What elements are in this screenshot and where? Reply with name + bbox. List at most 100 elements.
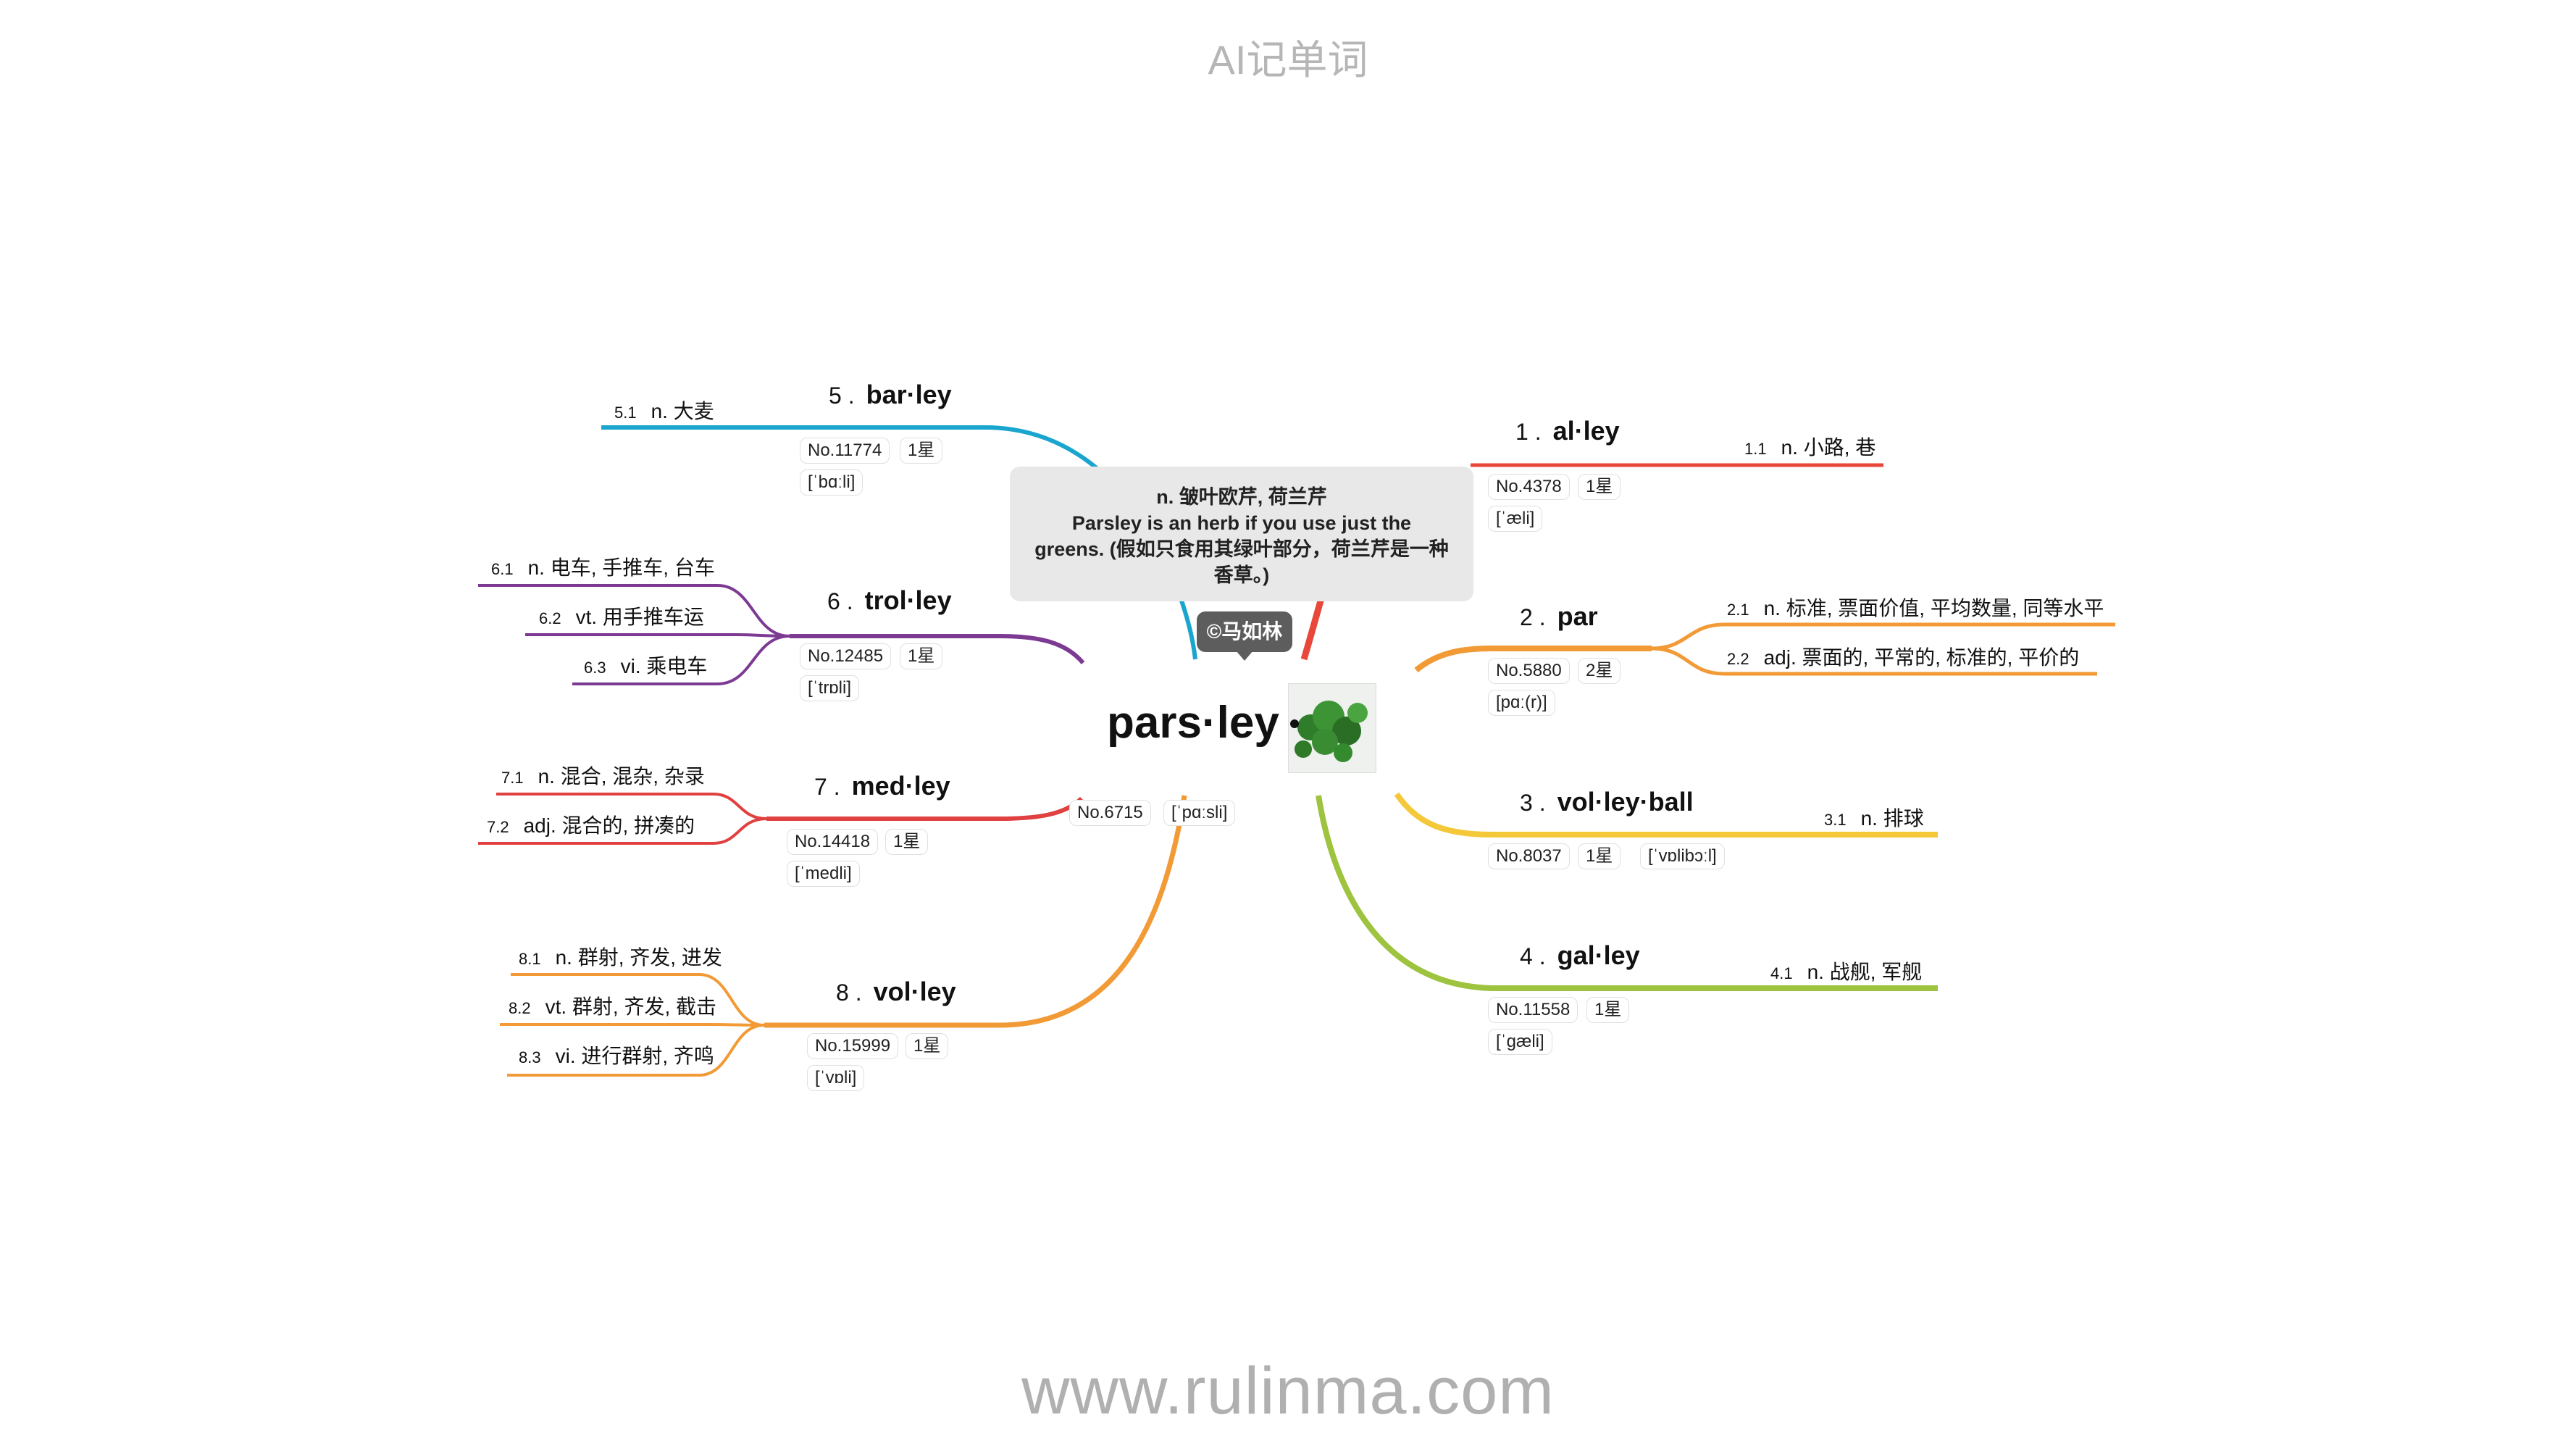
- def-6-1-number: 6.1: [491, 560, 514, 578]
- def-curve-8-1: [511, 973, 765, 1027]
- connector-6: [790, 634, 1085, 664]
- def-1-1-number: 1.1: [1744, 440, 1767, 458]
- connector-3: [1394, 792, 1938, 838]
- branch-3-word: vol·ley·ball: [1557, 787, 1694, 817]
- branch-5-phonetic-tag: [ˈbɑːli]: [800, 469, 863, 496]
- def-6-2-text: vt. 用手推车运: [575, 606, 704, 628]
- def-curve-7-2: [478, 817, 767, 845]
- def-6-2-number: 6.2: [539, 609, 561, 627]
- connector-2: [1414, 646, 1652, 673]
- definition-tooltip: n. 皱叶欧芹, 荷兰芹 Parsley is an herb if you u…: [1010, 467, 1473, 601]
- branch-1-phonetic-tag: [ˈæli]: [1488, 506, 1543, 532]
- branch-2-def-1[interactable]: 2.1 n. 标准, 票面价值, 平均数量, 同等水平: [1727, 593, 2104, 622]
- branch-3-def-1[interactable]: 3.1 n. 排球: [1824, 803, 1924, 832]
- branch-8-phonetic-tag: [ˈvɒli]: [807, 1065, 865, 1091]
- branch-5-def-1[interactable]: 5.1 n. 大麦: [614, 396, 714, 425]
- footer-url[interactable]: www.rulinma.com: [1021, 1354, 1555, 1428]
- branch-8-stars-tag: 1星: [906, 1033, 949, 1059]
- branch-4-no-tag: No.11558: [1488, 997, 1578, 1023]
- branch-4-def-1[interactable]: 4.1 n. 战舰, 军舰: [1770, 956, 1922, 985]
- branch-2-title[interactable]: 2 . par: [1520, 601, 1598, 632]
- branch-1-word: al·ley: [1552, 416, 1620, 446]
- def-7-1-number: 7.1: [501, 769, 524, 787]
- def-7-1-text: n. 混合, 混杂, 杂录: [538, 765, 705, 788]
- branch-7-stars-tag: 1星: [885, 829, 929, 855]
- tooltip-line-3: greens. (假如只食用其绿叶部分，荷兰芹是一种: [1034, 538, 1449, 560]
- def-2-1-number: 2.1: [1727, 601, 1749, 619]
- branch-8-word: vol·ley: [873, 977, 956, 1006]
- def-2-2-number: 2.2: [1727, 650, 1749, 668]
- parsley-image-art: [1289, 684, 1376, 772]
- parsley-image: [1288, 683, 1376, 773]
- tooltip-line-2: Parsley is an herb if you use just the: [1071, 512, 1412, 534]
- def-curve-8-2: [500, 1023, 765, 1027]
- author-badge: ©马如林: [1197, 611, 1292, 652]
- branch-6-def-3[interactable]: 6.3 vi. 乘电车: [584, 651, 707, 680]
- branch-5-title[interactable]: 5 . bar·ley: [829, 380, 952, 410]
- def-8-2-number: 8.2: [509, 999, 531, 1017]
- branch-8-def-1[interactable]: 8.1 n. 群射, 齐发, 进发: [519, 942, 722, 971]
- branch-3-phonetic-tag: [ˈvɒlibɔːl]: [1640, 843, 1725, 869]
- branch-6-stars-tag: 1星: [900, 643, 943, 669]
- branch-6-number: 6 .: [827, 588, 853, 614]
- branch-3-title[interactable]: 3 . vol·ley·ball: [1520, 787, 1694, 817]
- author-badge-pointer: [1236, 651, 1253, 661]
- branch-1-stars-tag: 1星: [1578, 474, 1621, 500]
- def-curve-8-3: [507, 1024, 765, 1077]
- branch-3-no-tag: No.8037: [1488, 843, 1570, 869]
- branch-3-stars-tag: 1星: [1578, 843, 1621, 869]
- def-curve-2-1: [1651, 622, 2115, 651]
- branch-5-no-tag: No.11774: [800, 438, 890, 464]
- def-1-1-text: n. 小路, 巷: [1781, 436, 1876, 459]
- branch-2-number: 2 .: [1520, 604, 1546, 630]
- branch-2-word: par: [1557, 601, 1598, 631]
- connector-8: [764, 795, 1187, 1028]
- branch-7-word: med·ley: [851, 771, 950, 801]
- connector-4: [1316, 795, 1938, 991]
- branch-1-title[interactable]: 1 . al·ley: [1515, 416, 1620, 446]
- central-word[interactable]: pars·ley: [1107, 698, 1279, 748]
- branch-2-no-tag: No.5880: [1488, 658, 1570, 684]
- def-curve-6-1: [478, 584, 790, 638]
- branch-6-phonetic-tag: [ˈtrɒli]: [800, 675, 859, 701]
- branch-5-number: 5 .: [829, 383, 855, 409]
- def-8-1-number: 8.1: [519, 950, 541, 968]
- def-3-1-text: n. 排球: [1860, 807, 1924, 830]
- central-number-tag: No.6715: [1069, 800, 1151, 826]
- branch-1-def-1[interactable]: 1.1 n. 小路, 巷: [1744, 432, 1875, 461]
- branch-7-def-1[interactable]: 7.1 n. 混合, 混杂, 杂录: [501, 761, 705, 790]
- branch-7-def-2[interactable]: 7.2 adj. 混合的, 拼凑的: [487, 810, 695, 839]
- branch-4-title[interactable]: 4 . gal·ley: [1520, 940, 1640, 971]
- branch-6-title[interactable]: 6 . trol·ley: [827, 585, 952, 616]
- central-phonetic-tag: [ˈpɑːsli]: [1163, 800, 1236, 826]
- branch-8-def-3[interactable]: 8.3 vi. 进行群射, 齐鸣: [519, 1040, 714, 1069]
- branch-6-def-2[interactable]: 6.2 vt. 用手推车运: [539, 601, 704, 630]
- def-curve-6-2: [525, 633, 790, 638]
- connector-7: [766, 796, 1084, 821]
- branch-6-no-tag: No.12485: [800, 643, 892, 669]
- tooltip-line-1: n. 皱叶欧芹, 荷兰芹: [1156, 486, 1327, 508]
- def-3-1-number: 3.1: [1824, 811, 1847, 829]
- branch-7-title[interactable]: 7 . med·ley: [814, 771, 950, 801]
- branch-4-stars-tag: 1星: [1586, 997, 1630, 1023]
- branch-7-no-tag: No.14418: [787, 829, 879, 855]
- branch-7-number: 7 .: [814, 774, 840, 800]
- def-8-1-text: n. 群射, 齐发, 进发: [555, 946, 722, 969]
- branch-8-no-tag: No.15999: [807, 1033, 899, 1059]
- def-7-2-number: 7.2: [487, 818, 509, 836]
- branch-3-number: 3 .: [1520, 790, 1546, 816]
- def-4-1-text: n. 战舰, 军舰: [1807, 961, 1923, 983]
- branch-2-def-2[interactable]: 2.2 adj. 票面的, 平常的, 标准的, 平价的: [1727, 642, 2079, 671]
- branch-6-def-1[interactable]: 6.1 n. 电车, 手推车, 台车: [491, 552, 715, 581]
- branch-8-title[interactable]: 8 . vol·ley: [836, 977, 956, 1007]
- def-curve-7-1: [496, 793, 767, 820]
- def-5-1-text: n. 大麦: [651, 400, 714, 422]
- branch-8-def-2[interactable]: 8.2 vt. 群射, 齐发, 截击: [509, 991, 716, 1020]
- def-8-3-text: vi. 进行群射, 齐鸣: [555, 1045, 714, 1067]
- def-2-1-text: n. 标准, 票面价值, 平均数量, 同等水平: [1763, 597, 2104, 619]
- def-2-2-text: adj. 票面的, 平常的, 标准的, 平价的: [1763, 646, 2080, 669]
- branch-1-no-tag: No.4378: [1488, 474, 1570, 500]
- branch-2-stars-tag: 2星: [1578, 658, 1621, 684]
